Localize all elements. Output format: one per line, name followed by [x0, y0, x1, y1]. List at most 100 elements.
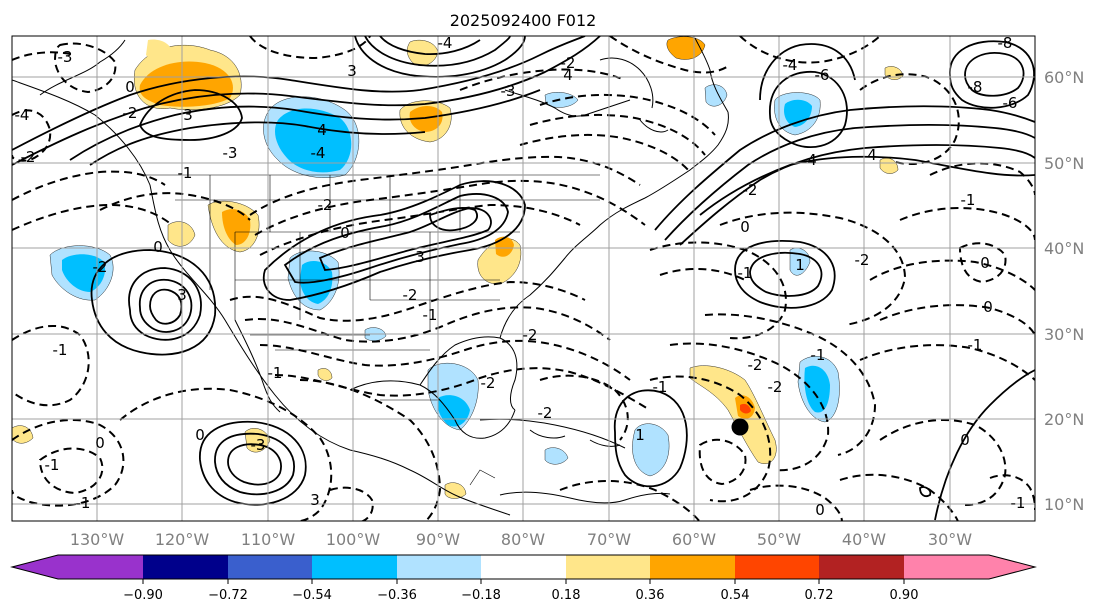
contour-label: -1: [738, 264, 753, 282]
colorbar-segment: [12, 555, 58, 579]
contour-line: [719, 211, 907, 326]
colorbar-tick-labels: −0.90 −0.72 −0.54 −0.36 −0.18 0.18 0.36 …: [123, 588, 918, 603]
contour-line: [262, 180, 526, 301]
contour-label: 0: [125, 78, 135, 96]
anomaly-shade: [409, 106, 443, 132]
colorbar-segment: [228, 555, 312, 579]
lon-label: 130°W: [70, 530, 125, 549]
contour-line: [949, 40, 1035, 109]
contour-label: 0: [195, 426, 205, 444]
contour-label: 4: [807, 151, 817, 169]
contour-label: -1: [423, 306, 438, 324]
colorbar-tick-label: 0.36: [636, 588, 665, 603]
contour-line: [679, 144, 1035, 246]
contour-label: 0: [153, 238, 163, 256]
contour-line: [649, 241, 787, 340]
coastline: [349, 380, 516, 439]
contour-line: [734, 240, 836, 309]
lon-label: 40°W: [842, 530, 886, 549]
contour-label: -6: [1003, 94, 1018, 112]
contour-label: -4: [438, 34, 453, 52]
contour-line: [429, 207, 478, 232]
contour-label: -2: [748, 356, 763, 374]
contour-line: [559, 480, 701, 521]
contour-label: 0: [980, 254, 990, 272]
coastline: [499, 197, 646, 339]
contour-line: [659, 267, 746, 281]
contour-line: [259, 339, 631, 381]
contour-label: 1: [795, 256, 805, 274]
contour-label: -1: [76, 494, 91, 512]
colorbar-tick-label: −0.36: [377, 588, 417, 603]
contour-line: [519, 133, 691, 173]
longitude-labels: 130°W 120°W 110°W 100°W 90°W 80°W 70°W 6…: [70, 530, 972, 549]
colorbar-tick-label: −0.18: [461, 588, 501, 603]
colorbar: −0.90 −0.72 −0.54 −0.36 −0.18 0.18 0.36 …: [10, 554, 1037, 603]
contour-line: [139, 89, 243, 141]
contour-label: -1: [53, 341, 68, 359]
contour-line: [149, 288, 183, 325]
contour-label: -6: [815, 66, 830, 84]
colorbar-segment: [735, 555, 819, 579]
colorbar-segment: [650, 555, 735, 579]
contour-label: -1: [45, 456, 60, 474]
contour-line: [529, 113, 706, 156]
lon-label: 70°W: [587, 530, 631, 549]
contour-line: [69, 89, 541, 161]
contour-label: -1: [1011, 494, 1026, 512]
contour-line: [934, 369, 1035, 521]
contour-label: -1: [178, 164, 193, 182]
contour-label: 0: [960, 431, 970, 449]
contour-line: [459, 68, 626, 91]
contour-label: -2: [93, 258, 108, 276]
coastline: [12, 79, 511, 516]
coastline: [599, 57, 654, 109]
contour-label: 4: [317, 121, 327, 139]
contour-line: [364, 36, 511, 67]
contour-line: [354, 36, 526, 78]
anomaly-shade: [632, 423, 670, 477]
anomaly-shade: [804, 365, 830, 413]
lat-label: 50°N: [1044, 154, 1084, 173]
contour-line: [254, 179, 646, 236]
contour-labels: -3 3 3 4 -3 4 -4 -4 4 -2 -4 -3 -2 -1 0 3…: [15, 34, 1026, 519]
contour-line: [12, 36, 601, 166]
contour-label: 1: [635, 426, 645, 444]
colorbar-tick-label: 0.72: [805, 588, 834, 603]
contour-label: -8: [998, 34, 1013, 52]
lat-label: 60°N: [1044, 68, 1084, 87]
contour-label: -1: [961, 191, 976, 209]
contour-line: [839, 473, 959, 521]
coastline: [644, 111, 729, 199]
contour-label: -3: [58, 48, 73, 66]
colorbar-segment: [481, 555, 566, 579]
contour-line: [119, 387, 333, 521]
contour-label: -3: [501, 82, 516, 100]
contour-label: 4: [867, 146, 877, 164]
anomaly-shade: [146, 39, 172, 60]
colorbar-segment: [566, 555, 650, 579]
anomaly-shade: [544, 447, 569, 465]
contour-label: -1: [268, 364, 283, 382]
contour-line: [89, 121, 426, 166]
contour-label: -2: [855, 251, 870, 269]
contour-line: [12, 324, 90, 407]
contour-line: [609, 36, 731, 74]
contour-line: [12, 36, 586, 151]
lat-label: 40°N: [1044, 239, 1084, 258]
anomaly-shade: [222, 209, 251, 245]
contour-line: [698, 438, 747, 486]
contour-line: [229, 280, 586, 322]
map-contents: -3 3 3 4 -3 4 -4 -4 4 -2 -4 -3 -2 -1 0 3…: [12, 34, 1035, 521]
coastline: [589, 439, 621, 447]
contour-line: [958, 242, 1007, 284]
contour-line: [12, 109, 52, 162]
contour-line: [299, 379, 442, 521]
colorbar-tick-label: −0.72: [208, 588, 248, 603]
contour-label: -2: [403, 286, 418, 304]
contour-line: [654, 105, 1035, 231]
lon-label: 120°W: [155, 530, 210, 549]
contour-label: 0: [95, 434, 105, 452]
contour-label: -2: [538, 404, 553, 422]
